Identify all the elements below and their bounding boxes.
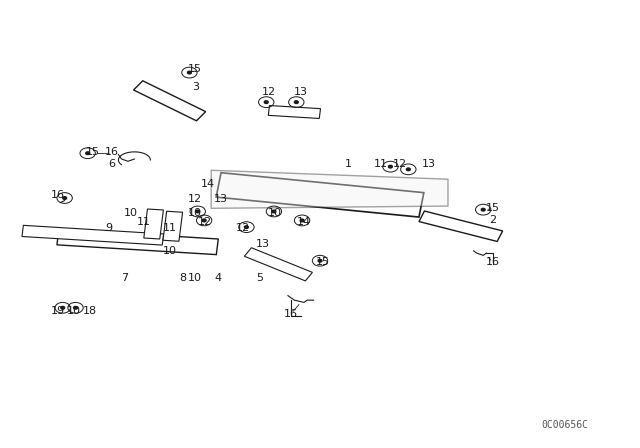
Text: 7: 7	[121, 273, 129, 283]
Text: 10: 10	[124, 208, 138, 218]
Text: 3: 3	[192, 82, 198, 92]
Text: 16: 16	[486, 257, 500, 267]
Circle shape	[61, 306, 65, 309]
Text: 13: 13	[294, 87, 308, 97]
Text: 8: 8	[179, 273, 186, 283]
Polygon shape	[163, 211, 182, 241]
Text: 10: 10	[188, 208, 202, 218]
Text: 16: 16	[105, 147, 119, 157]
Polygon shape	[216, 172, 424, 217]
Circle shape	[202, 219, 206, 222]
Polygon shape	[134, 81, 205, 121]
Circle shape	[481, 208, 485, 211]
Text: 15: 15	[486, 203, 500, 213]
Circle shape	[244, 226, 248, 228]
Text: 12: 12	[236, 224, 250, 233]
Polygon shape	[22, 225, 164, 245]
Text: 12: 12	[198, 217, 212, 227]
Text: 15: 15	[316, 257, 330, 267]
Text: 11: 11	[137, 217, 151, 227]
Text: 10: 10	[67, 306, 81, 316]
Text: 11: 11	[163, 224, 177, 233]
Polygon shape	[244, 248, 312, 281]
Text: 13: 13	[255, 239, 269, 249]
Circle shape	[188, 71, 191, 74]
Circle shape	[388, 165, 392, 168]
Circle shape	[294, 101, 298, 103]
Circle shape	[196, 210, 200, 213]
Text: 10: 10	[268, 208, 282, 218]
Polygon shape	[419, 211, 502, 241]
Text: 9: 9	[105, 224, 113, 233]
Text: 14: 14	[297, 217, 311, 227]
Text: 13: 13	[422, 159, 436, 168]
Text: 10: 10	[188, 273, 202, 283]
Text: 16: 16	[51, 190, 65, 200]
PathPatch shape	[211, 170, 448, 208]
Text: 5: 5	[256, 273, 262, 283]
Circle shape	[406, 168, 410, 171]
Polygon shape	[268, 106, 321, 118]
Circle shape	[63, 197, 67, 199]
Text: 4: 4	[214, 273, 221, 283]
Text: 12: 12	[393, 159, 407, 168]
Text: 18: 18	[83, 306, 97, 316]
Text: 0C00656C: 0C00656C	[542, 420, 589, 430]
Text: 2: 2	[489, 215, 497, 224]
Text: 19: 19	[51, 306, 65, 316]
Circle shape	[300, 219, 304, 222]
Circle shape	[272, 210, 276, 213]
Polygon shape	[57, 229, 218, 254]
Text: 11: 11	[374, 159, 388, 168]
Text: 6: 6	[109, 159, 115, 168]
Text: 15: 15	[86, 147, 100, 157]
Circle shape	[86, 152, 90, 155]
Circle shape	[318, 259, 322, 262]
Text: 13: 13	[214, 194, 228, 204]
Text: 12: 12	[262, 87, 276, 97]
Text: 10: 10	[163, 246, 177, 256]
Text: 1: 1	[346, 159, 352, 168]
Circle shape	[264, 101, 268, 103]
Text: 14: 14	[201, 179, 215, 189]
Polygon shape	[144, 209, 163, 239]
Text: 15: 15	[188, 65, 202, 74]
Text: 16: 16	[284, 309, 298, 319]
Text: 12: 12	[188, 194, 202, 204]
Circle shape	[74, 306, 77, 309]
